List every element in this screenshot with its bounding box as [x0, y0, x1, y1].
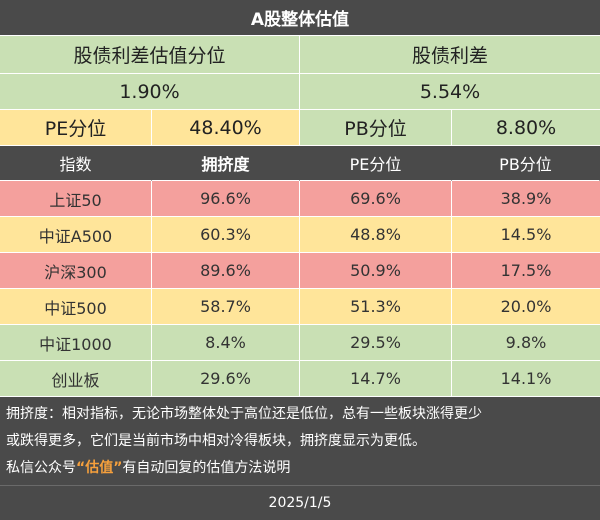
row-index-name: 上证50	[0, 181, 152, 217]
row-index-name: 沪深300	[0, 253, 152, 289]
row-pe: 29.5%	[300, 325, 452, 361]
spread-percentile-label: 股债利差估值分位	[0, 36, 300, 74]
header-pe: PE分位	[300, 146, 452, 181]
row-index-name: 创业板	[0, 361, 152, 397]
spread-value: 5.54%	[300, 74, 600, 110]
row-index-name: 中证1000	[0, 325, 152, 361]
spread-label: 股债利差	[300, 36, 600, 74]
row-crowd: 89.6%	[152, 253, 300, 289]
footnote-line-3-prefix: 私信公众号	[6, 460, 76, 476]
header-index: 指数	[0, 146, 152, 181]
overall-pe-pb-row: PE分位 48.40% PB分位 8.80%	[0, 110, 600, 146]
overall-pe-label: PE分位	[0, 110, 152, 146]
header-crowd: 拥挤度	[152, 146, 300, 181]
spread-value-row: 1.90% 5.54%	[0, 74, 600, 110]
header-pb: PB分位	[452, 146, 600, 181]
row-pe: 51.3%	[300, 289, 452, 325]
title-bar: A股整体估值	[0, 0, 600, 36]
row-crowd: 29.6%	[152, 361, 300, 397]
footnote: 拥挤度：相对指标，无论市场整体处于高位还是低位，总有一些板块涨得更少 或跌得更多…	[0, 397, 600, 485]
spread-header-row: 股债利差估值分位 股债利差	[0, 36, 600, 74]
footnote-line-3-suffix: 有自动回复的估值方法说明	[122, 460, 291, 476]
row-pe: 69.6%	[300, 181, 452, 217]
row-crowd: 60.3%	[152, 217, 300, 253]
table-row: 创业板 29.6% 14.7% 14.1%	[0, 361, 600, 397]
row-pb: 14.5%	[452, 217, 600, 253]
spread-percentile-value: 1.90%	[0, 74, 300, 110]
page-title: A股整体估值	[0, 0, 600, 36]
date-footer: 2025/1/5	[0, 485, 600, 520]
row-crowd: 96.6%	[152, 181, 300, 217]
row-pb: 14.1%	[452, 361, 600, 397]
table-row: 沪深300 89.6% 50.9% 17.5%	[0, 253, 600, 289]
footnote-keyword-highlight: “估值”	[76, 460, 123, 476]
table-row: 中证A500 60.3% 48.8% 14.5%	[0, 217, 600, 253]
row-crowd: 8.4%	[152, 325, 300, 361]
row-pb: 20.0%	[452, 289, 600, 325]
table-row: 中证500 58.7% 51.3% 20.0%	[0, 289, 600, 325]
row-index-name: 中证500	[0, 289, 152, 325]
row-pe: 48.8%	[300, 217, 452, 253]
footnote-line-2: 或跌得更多，它们是当前市场中相对冷得板块，拥挤度显示为更低。	[6, 433, 426, 449]
row-pb: 38.9%	[452, 181, 600, 217]
row-pe: 50.9%	[300, 253, 452, 289]
overall-pe-value: 48.40%	[152, 110, 300, 146]
table-row: 上证50 96.6% 69.6% 38.9%	[0, 181, 600, 217]
footnote-line-3: 私信公众号“估值”有自动回复的估值方法说明	[6, 455, 594, 482]
table-body: 上证50 96.6% 69.6% 38.9% 中证A500 60.3% 48.8…	[0, 181, 600, 397]
table-header: 指数 拥挤度 PE分位 PB分位	[0, 146, 600, 181]
footnote-line-1: 拥挤度：相对指标，无论市场整体处于高位还是低位，总有一些板块涨得更少	[6, 406, 482, 422]
row-pb: 9.8%	[452, 325, 600, 361]
row-pb: 17.5%	[452, 253, 600, 289]
overall-pb-value: 8.80%	[452, 110, 600, 146]
row-pe: 14.7%	[300, 361, 452, 397]
row-crowd: 58.7%	[152, 289, 300, 325]
overall-pb-label: PB分位	[300, 110, 452, 146]
row-index-name: 中证A500	[0, 217, 152, 253]
table-row: 中证1000 8.4% 29.5% 9.8%	[0, 325, 600, 361]
